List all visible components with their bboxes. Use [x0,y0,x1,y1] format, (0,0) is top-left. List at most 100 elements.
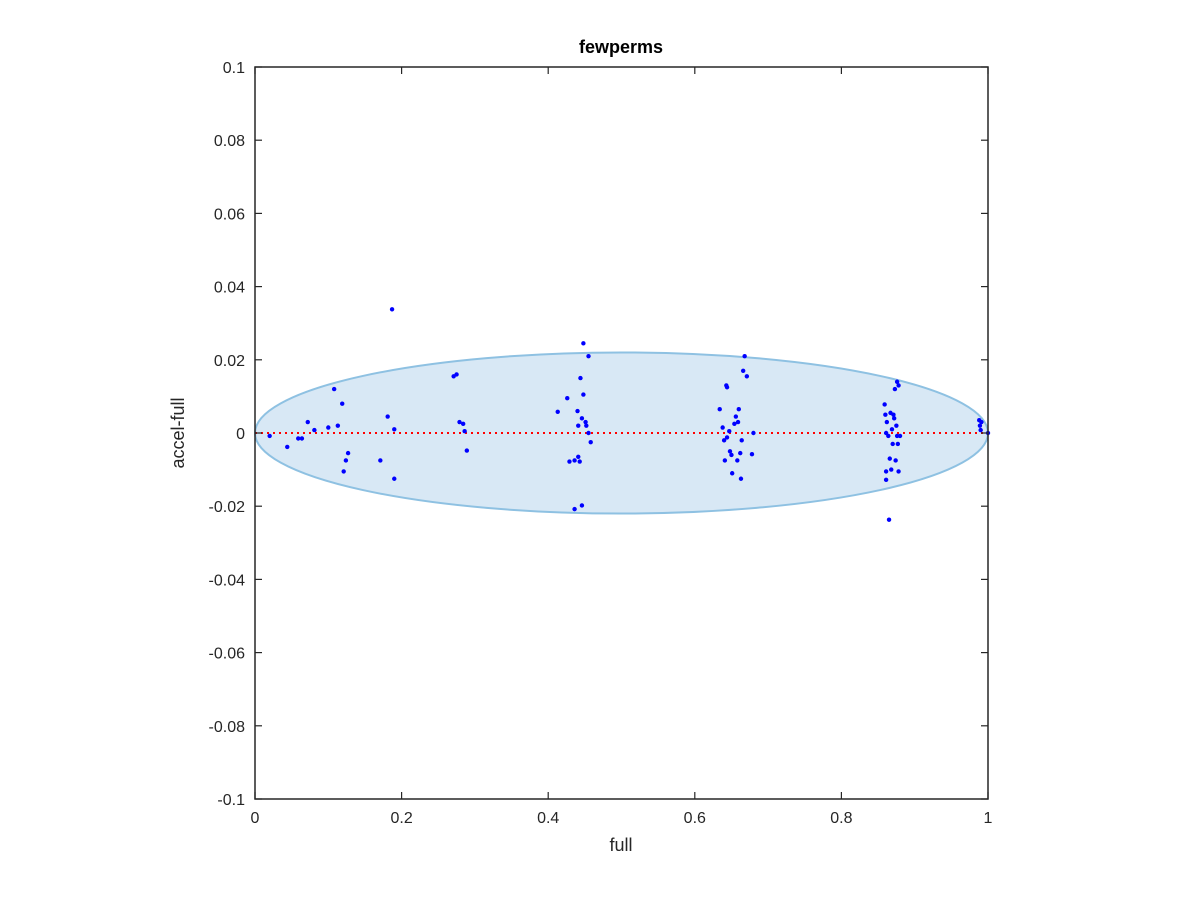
x-tick-label: 0.6 [684,810,706,827]
x-tick-label: 0 [251,810,260,827]
data-point [579,416,585,421]
chart-title: fewperms [579,37,663,57]
data-point [896,469,901,474]
data-point [285,444,290,450]
data-point [738,450,743,456]
data-point [326,425,331,430]
data-point [457,419,462,425]
data-point [575,408,580,414]
data-point [579,503,585,508]
data-point [331,386,337,392]
data-point [891,412,896,417]
data-point [576,423,581,428]
data-point [729,471,735,476]
data-point [889,467,894,472]
x-tick-label: 1 [984,810,993,827]
data-point [392,427,397,432]
data-point [578,375,583,381]
data-point [892,386,898,392]
data-point [462,428,467,434]
data-point [887,456,892,461]
data-point [979,419,984,425]
data-point [890,441,895,447]
data-point [742,353,747,359]
x-tick-label: 0.4 [537,810,559,827]
data-point [267,433,272,439]
data-point [886,433,891,439]
data-point [724,435,730,440]
y-tick-label: 0.02 [214,353,245,370]
data-point [312,427,317,433]
y-tick-label: 0 [236,426,245,443]
data-point [720,425,725,430]
points-layer [267,307,991,522]
data-point [464,448,470,453]
data-point [572,458,577,463]
data-point [588,439,593,445]
data-point [727,428,732,434]
data-point [335,423,341,428]
data-point [389,307,395,312]
data-point [392,476,397,481]
data-point [567,459,572,464]
x-tick-label: 0.2 [390,810,412,827]
data-point [893,458,898,463]
data-point [884,419,890,425]
data-point [586,353,591,359]
data-point [738,476,744,481]
data-point [378,458,383,463]
data-point [385,414,390,419]
data-point [897,433,903,439]
data-point [886,517,892,522]
data-point [572,506,577,512]
x-axis-label: full [609,835,632,855]
data-point [978,427,983,433]
data-point [454,372,459,377]
data-point [296,436,301,441]
data-point [735,419,741,425]
y-tick-label: 0.06 [214,206,245,223]
data-point [736,407,741,412]
data-point [343,458,349,463]
data-point [883,477,889,483]
data-point [305,419,310,425]
y-axis-label: accel-full [168,397,188,468]
data-point [895,441,901,447]
data-point [891,416,897,421]
data-point [883,412,888,417]
data-point [894,379,900,384]
data-point [586,430,591,436]
data-point [717,407,722,412]
data-point [340,401,345,406]
data-point [733,414,739,419]
data-point [889,427,895,432]
data-point [299,436,305,441]
data-point [577,459,582,464]
data-point [722,458,728,463]
y-tick-label: 0.04 [214,280,245,297]
data-point [584,423,589,428]
data-point [744,374,750,379]
y-tick-label: -0.06 [209,646,246,663]
x-tick-label: 0.8 [830,810,852,827]
data-point [883,469,889,474]
y-tick-label: -0.04 [209,572,246,589]
data-point [882,402,887,407]
y-tick-label: 0.1 [223,60,245,77]
data-point [460,421,466,427]
data-point [565,396,570,401]
data-point [729,452,734,458]
data-point [735,458,740,463]
data-point [896,383,901,388]
data-point [732,421,737,427]
data-point [724,385,730,390]
data-point [977,423,983,428]
data-point [894,423,899,428]
data-point [341,469,346,474]
data-point [581,341,586,346]
data-point [751,430,756,436]
y-tick-layer: 0.1 0.08 0.06 0.04 0.02 0 -0.02 -0.04 -0.06 -0.08… [209,60,988,809]
data-point [345,450,351,456]
x-tick-layer: 0 0.2 0.4 0.6 0.8 1 [251,67,993,827]
